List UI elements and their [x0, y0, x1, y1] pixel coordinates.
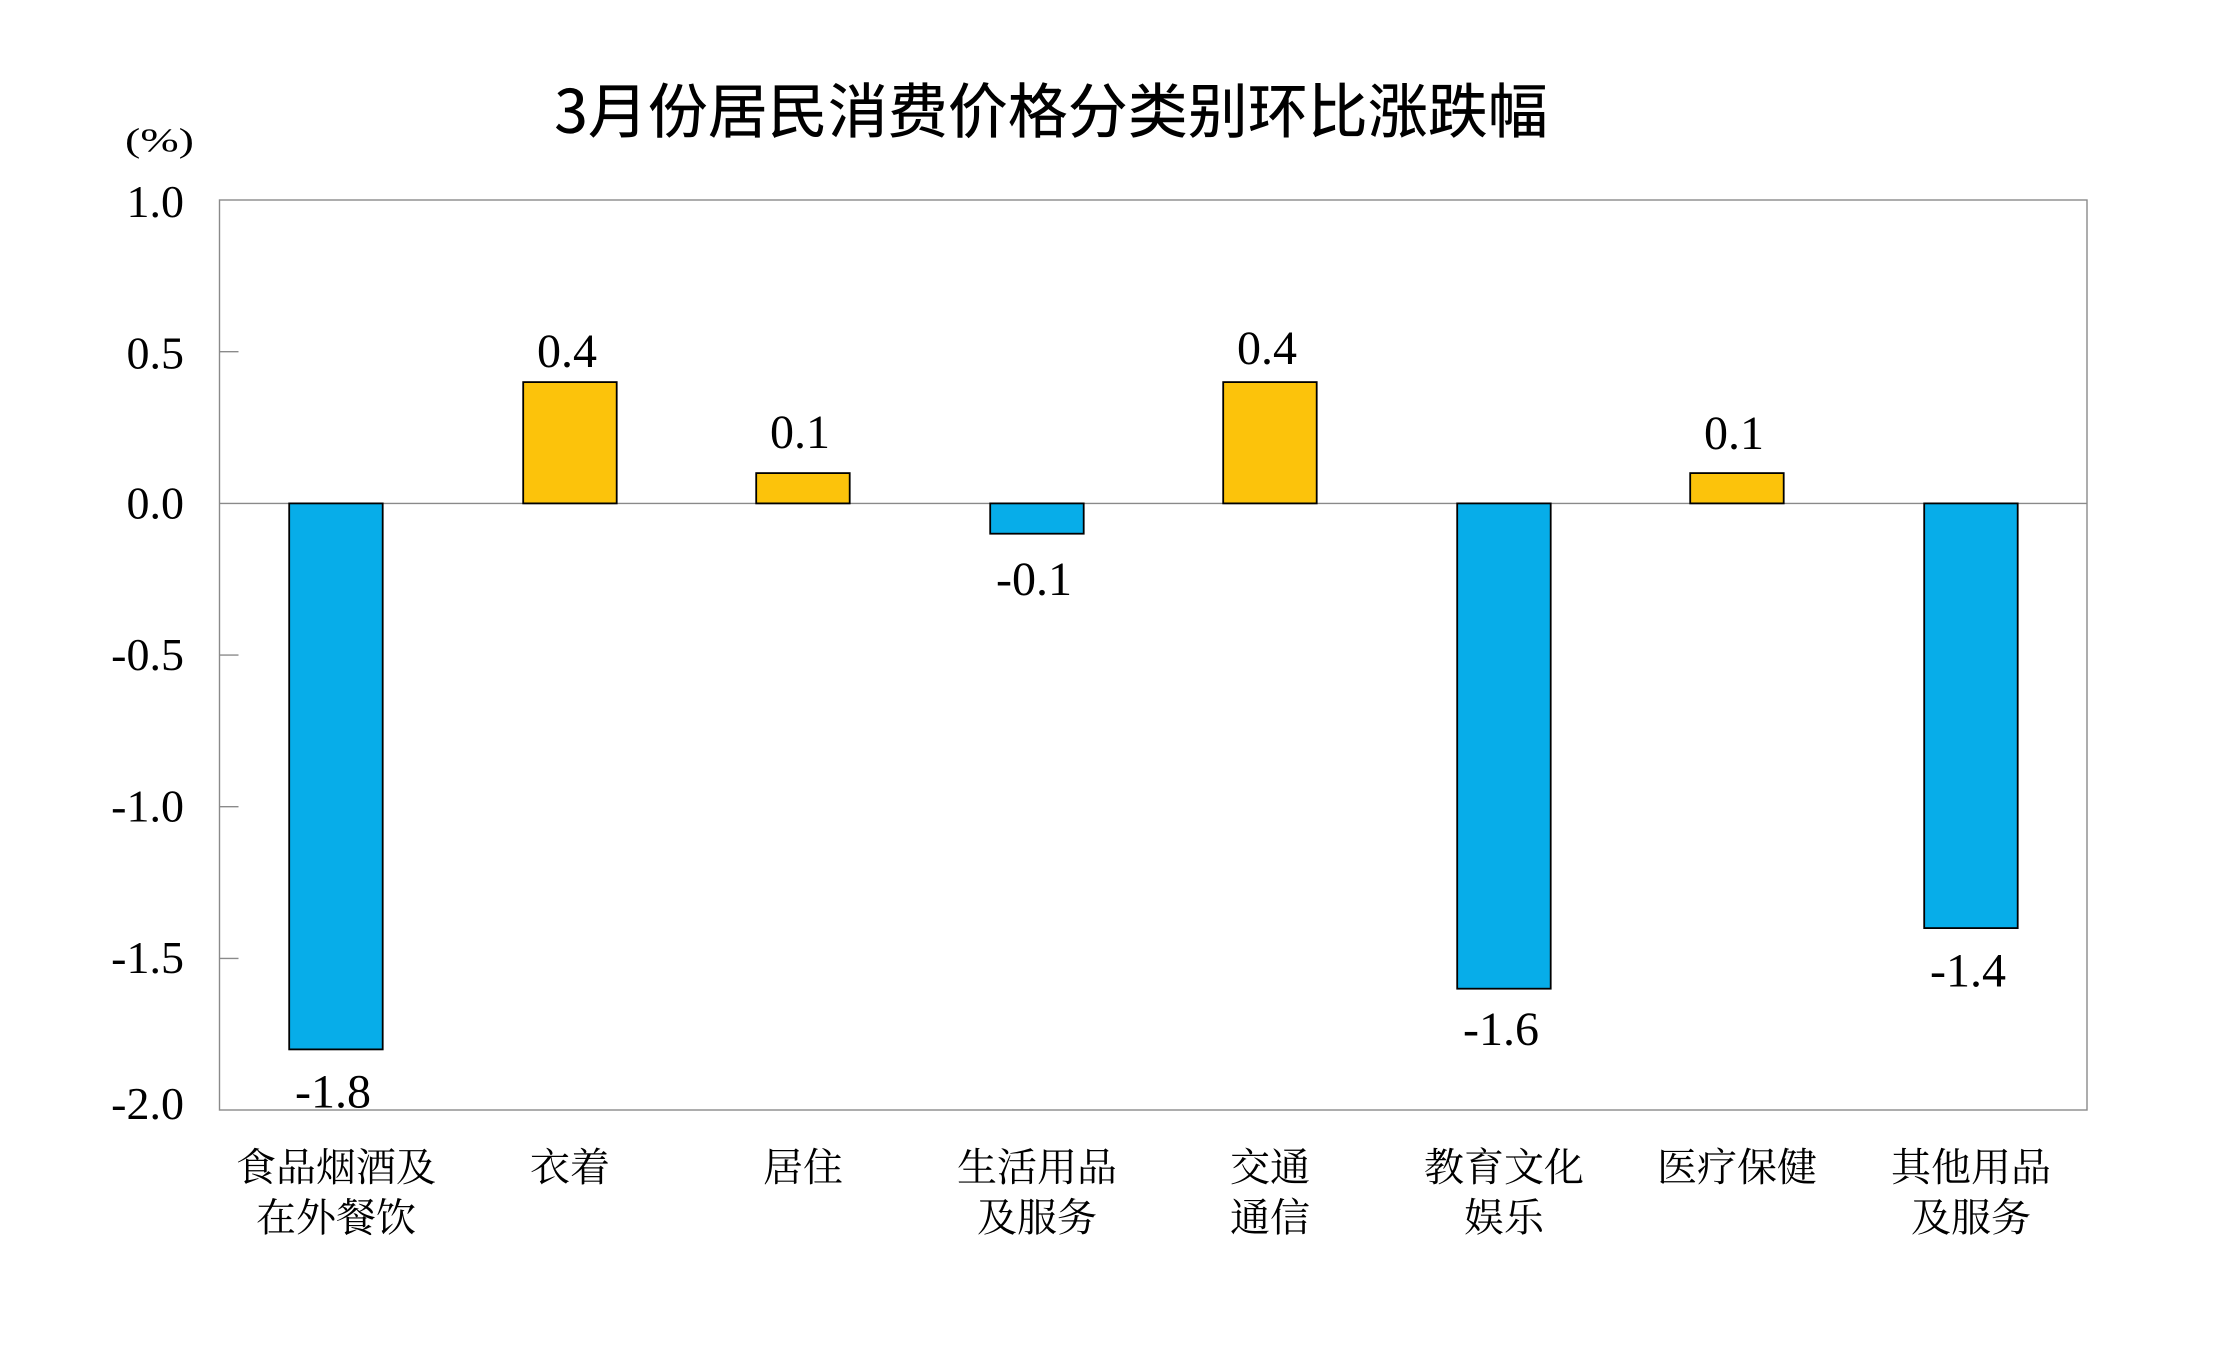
- svg-text:0.0: 0.0: [127, 478, 185, 529]
- svg-text:0.4: 0.4: [1237, 322, 1297, 375]
- svg-text:-0.1: -0.1: [996, 553, 1072, 606]
- svg-text:0.4: 0.4: [537, 325, 597, 378]
- svg-text:1.0: 1.0: [127, 176, 185, 227]
- svg-text:-1.8: -1.8: [295, 1065, 371, 1118]
- svg-text:-1.4: -1.4: [1930, 944, 2006, 997]
- svg-text:-2.0: -2.0: [111, 1078, 184, 1129]
- svg-text:0.5: 0.5: [127, 328, 185, 379]
- svg-text:-1.5: -1.5: [111, 932, 184, 983]
- svg-text:0.1: 0.1: [770, 406, 830, 459]
- svg-text:0.1: 0.1: [1704, 407, 1764, 460]
- svg-text:-1.0: -1.0: [111, 781, 184, 832]
- svg-text:-1.6: -1.6: [1463, 1003, 1539, 1056]
- svg-text:(%): (%): [125, 121, 194, 159]
- svg-text:-0.5: -0.5: [111, 629, 184, 680]
